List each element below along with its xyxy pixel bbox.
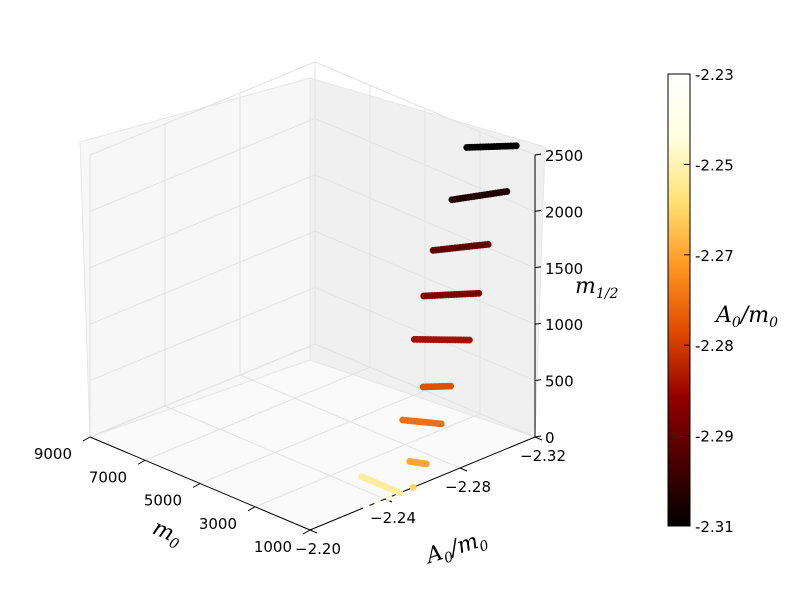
x-tick-mark (82, 436, 91, 442)
x-tick-mark (137, 459, 146, 465)
y-tick-label: −2.20 (295, 540, 341, 558)
z-tick-mark (534, 209, 542, 212)
x-tick-mark (192, 483, 201, 488)
y-tick-label: −2.28 (445, 478, 491, 496)
y-tick-mark (459, 467, 468, 472)
colorbar-tick-label: -2.31 (695, 518, 734, 536)
y-tick-label: −2.32 (520, 447, 566, 465)
z-tick-mark (534, 435, 542, 438)
y-axis-label: A0/m0 (421, 526, 491, 572)
colorbar-ticks: -2.23 -2.25 -2.27 -2.28 -2.29 -2.31 (684, 66, 734, 536)
scatter-point (420, 292, 428, 300)
scatter-points (358, 142, 520, 511)
y-tick-label: −2.24 (370, 509, 416, 527)
z-tick-label: 500 (545, 373, 574, 391)
z-tick-mark (534, 322, 542, 325)
z-tick-label: 1000 (545, 316, 583, 334)
colorbar-gradient (667, 73, 691, 527)
colorbar-tick-label: -2.27 (695, 247, 734, 265)
scatter-point (419, 383, 427, 391)
colorbar-tick-label: -2.28 (695, 337, 734, 355)
scatter-point (410, 335, 418, 343)
z-axis-label: m1/2 (575, 274, 618, 302)
colorbar: -2.23 -2.25 -2.27 -2.28 -2.29 -2.31 A0/m0 (667, 66, 778, 536)
scatter-point (406, 457, 414, 465)
colorbar-label: A0/m0 (714, 303, 778, 331)
z-tick-mark (534, 379, 542, 382)
y-axis-ticks: −2.20 −2.24 −2.28 −2.32 (295, 436, 566, 558)
y-axis-line (309, 436, 536, 531)
colorbar-tick-label: -2.23 (695, 66, 734, 84)
x-tick-mark (302, 529, 311, 535)
scatter-point (399, 416, 407, 424)
scatter-point (362, 503, 370, 511)
x-tick-label: 1000 (254, 538, 292, 556)
z-tick-mark (534, 266, 542, 269)
x-tick-mark (247, 506, 256, 512)
z-tick-mark (534, 153, 542, 156)
scatter-point (358, 473, 365, 480)
x-axis-label: m0 (147, 515, 186, 553)
z-tick-label: 2000 (545, 203, 583, 221)
x-tick-label: 5000 (144, 492, 182, 510)
scatter-point (463, 144, 471, 151)
scatter-point (374, 498, 381, 506)
y-tick-mark (309, 529, 318, 534)
z-axis-ticks: 0 500 1000 1500 2000 2500 (534, 147, 583, 447)
z-tick-label: 2500 (545, 147, 583, 165)
scatter-point (429, 246, 437, 254)
scatter-point (409, 483, 417, 491)
z-tick-label: 1500 (545, 260, 583, 278)
x-tick-label: 7000 (89, 468, 127, 486)
x-tick-label: 3000 (199, 515, 237, 533)
x-axis-ticks: 9000 7000 5000 3000 1000 (34, 436, 311, 556)
y-tick-mark (534, 436, 543, 441)
z-tick-label: 0 (545, 429, 555, 447)
x-tick-label: 9000 (34, 445, 72, 463)
colorbar-tick-label: -2.25 (695, 156, 734, 174)
colorbar-tick-label: -2.29 (695, 428, 734, 446)
scatter-point (448, 196, 456, 204)
scatter-point (385, 494, 393, 501)
